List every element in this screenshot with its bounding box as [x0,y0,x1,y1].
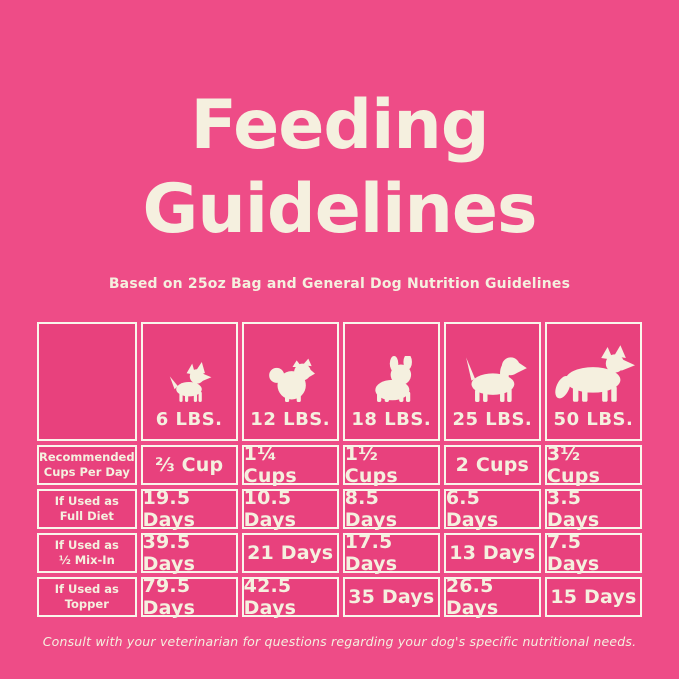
table-cell: 6.5 Days [443,487,541,531]
weight-label: 50 LBS. [553,409,634,430]
header-cell-12lbs: 12 LBS. [241,322,339,441]
table-cell: 7.5 Days [544,531,642,575]
french-bulldog-icon [375,356,412,402]
table-cell: 19.5 Days [140,487,238,531]
page-title: Feeding Guidelines [0,84,679,251]
table-cell: 3.5 Days [544,487,642,531]
row-label-cups-per-day: Recommended Cups Per Day [37,445,137,485]
table-cell: 2 Cups [443,445,541,485]
table-cell: 42.5 Days [241,575,339,619]
pomeranian-icon [269,358,316,402]
page-title-line2: Guidelines [142,169,538,249]
page-title-line1: Feeding [190,86,489,165]
page-subtitle: Based on 25oz Bag and General Dog Nutrit… [108,276,571,292]
weight-label: 18 LBS. [351,409,432,430]
table-cell: 17.5 Days [342,531,440,575]
table-cell: ⅔ Cup [140,445,238,485]
table-cell: 1¼ Cups [241,443,339,487]
table-cell: 79.5 Days [140,575,238,619]
weight-label: 25 LBS. [452,409,533,430]
header-cell-empty [37,322,137,441]
german-shepherd-icon [555,345,636,402]
table-cell: 13 Days [443,533,541,573]
header-cell-50lbs: 50 LBS. [544,322,642,441]
header-cell-25lbs: 25 LBS. [443,322,541,441]
header-cell-6lbs: 6 LBS. [140,322,238,441]
chihuahua-icon [169,362,212,402]
veterinarian-disclaimer: Consult with your veterinarian for quest… [42,634,637,649]
row-label-half-mix-in: If Used as ½ Mix-In [37,533,137,573]
table-cell: 10.5 Days [241,487,339,531]
table-cell: 15 Days [544,577,642,617]
beagle-icon [466,357,528,402]
header-cell-18lbs: 18 LBS. [342,322,440,441]
weight-label: 12 LBS. [250,409,331,430]
weight-label: 6 LBS. [155,409,223,430]
table-cell: 35 Days [342,577,440,617]
table-cell: 39.5 Days [140,531,238,575]
table-cell: 1½ Cups [342,443,440,487]
feeding-table: 6 LBS. 12 LBS. 18 LBS. [37,322,642,619]
row-label-full-diet: If Used as Full Diet [37,489,137,529]
table-cell: 26.5 Days [443,575,541,619]
row-label-topper: If Used as Topper [37,577,137,617]
table-cell: 8.5 Days [342,487,440,531]
table-cell: 3½ Cups [544,443,642,487]
table-cell: 21 Days [241,533,339,573]
